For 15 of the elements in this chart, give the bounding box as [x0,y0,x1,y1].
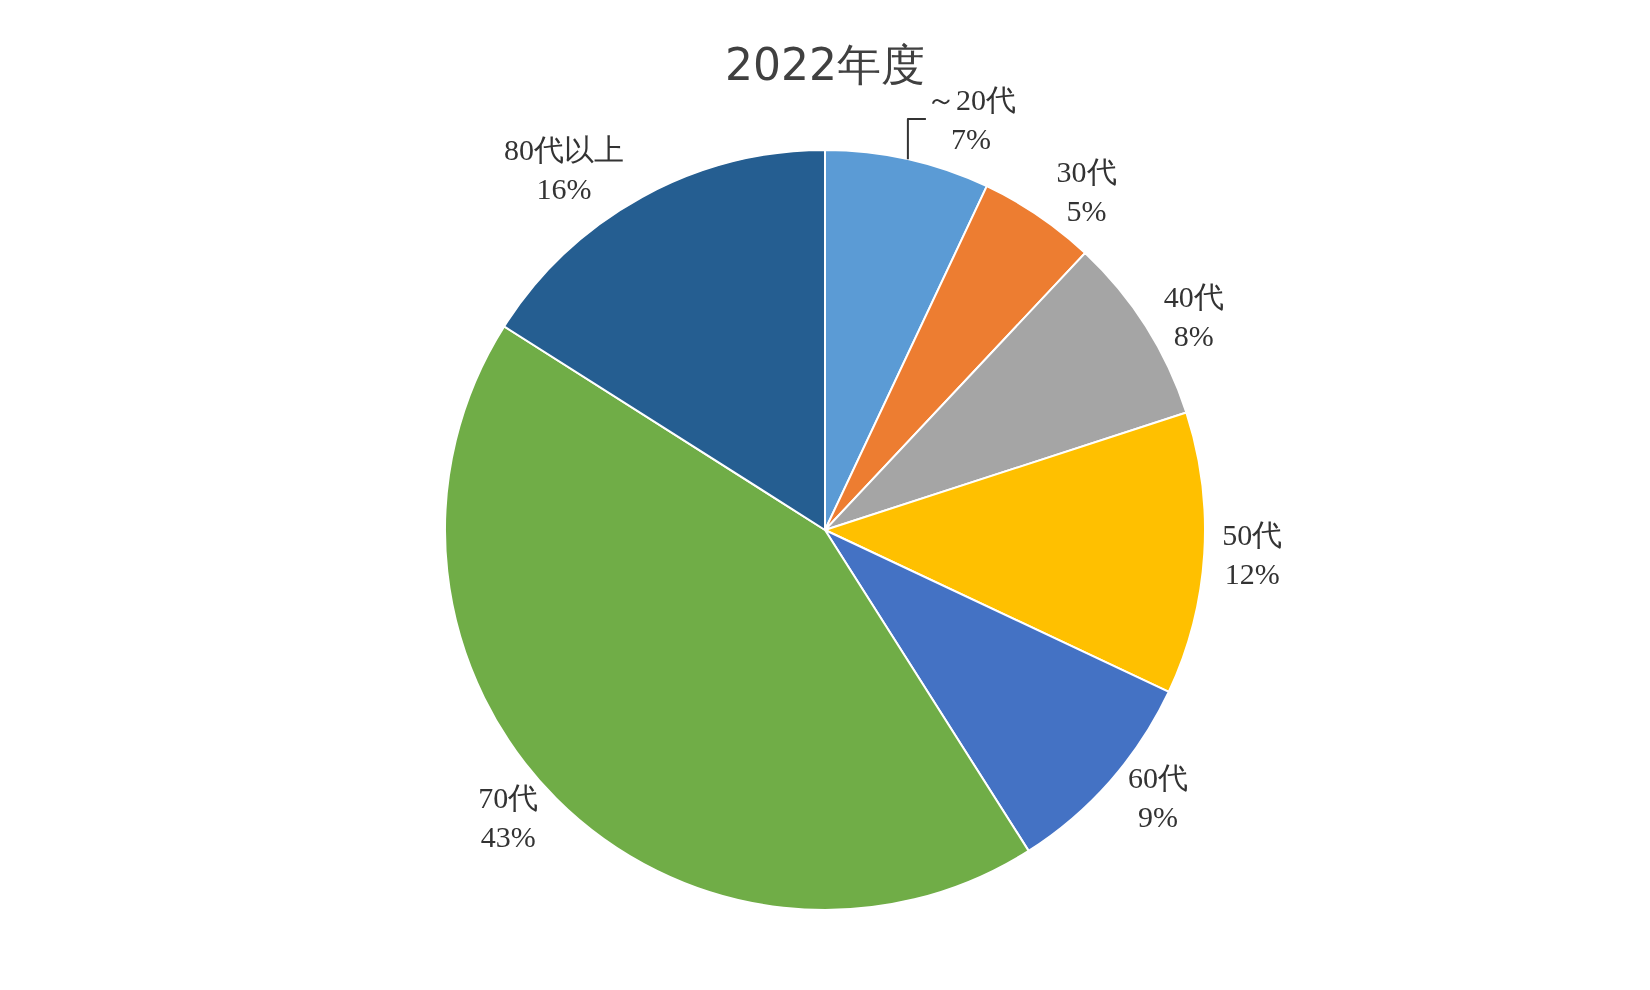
slice-label: 40代 [1163,280,1224,314]
data-label: 7% [950,122,991,156]
slice-label: 80代以上 [503,133,624,167]
slice-label: 50代 [1222,518,1283,551]
data-label: 12% [1224,557,1280,590]
data-label: 9% [1138,800,1179,834]
slice-label: 60代 [1128,761,1189,795]
chart-title: 2022年度 [725,39,925,91]
slice-label: 70代 [478,780,539,814]
slice-label: 30代 [1056,155,1117,189]
data-label: 8% [1173,319,1214,353]
data-label: 16% [536,172,592,206]
data-label: 5% [1066,194,1107,228]
data-label: 43% [480,819,536,853]
slice-label: ～20代 [925,83,1016,117]
